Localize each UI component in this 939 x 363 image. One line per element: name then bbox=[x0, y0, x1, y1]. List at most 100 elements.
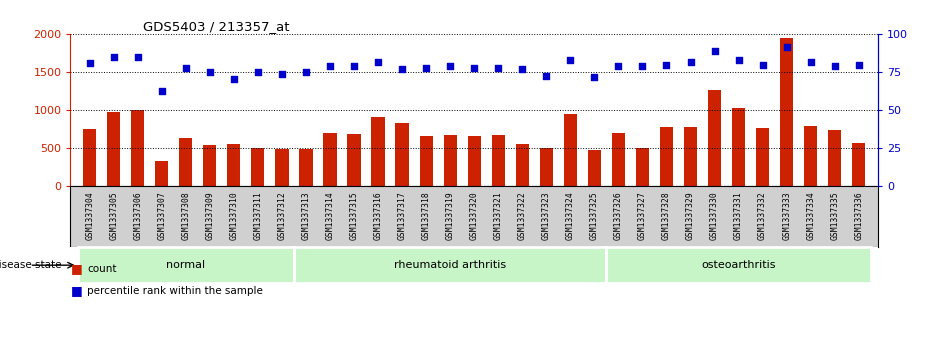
Bar bbox=[852, 143, 866, 187]
Text: rheumatoid arthritis: rheumatoid arthritis bbox=[394, 260, 506, 270]
Point bbox=[154, 88, 169, 94]
Text: percentile rank within the sample: percentile rank within the sample bbox=[87, 286, 263, 296]
Text: GSM1337321: GSM1337321 bbox=[494, 191, 502, 240]
Point bbox=[82, 61, 97, 66]
Point bbox=[731, 57, 747, 63]
Point bbox=[562, 57, 577, 63]
Bar bbox=[540, 148, 553, 187]
Bar bbox=[300, 149, 313, 187]
Bar bbox=[708, 90, 721, 187]
Text: GSM1337329: GSM1337329 bbox=[686, 191, 695, 240]
Text: GSM1337326: GSM1337326 bbox=[614, 191, 623, 240]
Bar bbox=[636, 148, 649, 187]
Text: GSM1337322: GSM1337322 bbox=[517, 191, 527, 240]
Text: GSM1337317: GSM1337317 bbox=[397, 191, 407, 240]
Point bbox=[707, 48, 722, 54]
Bar bbox=[294, 247, 607, 283]
Text: GSM1337333: GSM1337333 bbox=[782, 191, 792, 240]
Bar bbox=[78, 247, 294, 283]
Bar bbox=[107, 112, 120, 187]
Point bbox=[587, 74, 602, 80]
Point bbox=[659, 62, 674, 68]
Point bbox=[322, 64, 337, 69]
Point bbox=[779, 44, 794, 49]
Point bbox=[442, 64, 457, 69]
Text: GSM1337315: GSM1337315 bbox=[349, 191, 359, 240]
Bar bbox=[804, 126, 817, 187]
Text: GSM1337307: GSM1337307 bbox=[157, 191, 166, 240]
Text: normal: normal bbox=[166, 260, 206, 270]
Point bbox=[274, 71, 289, 77]
Text: GSM1337332: GSM1337332 bbox=[758, 191, 767, 240]
Point bbox=[394, 66, 409, 72]
Text: GSM1337324: GSM1337324 bbox=[566, 191, 575, 240]
Text: GSM1337336: GSM1337336 bbox=[854, 191, 863, 240]
Bar bbox=[275, 149, 288, 187]
Point bbox=[467, 65, 482, 71]
Point bbox=[803, 59, 818, 65]
Point bbox=[635, 64, 650, 69]
Point bbox=[515, 66, 530, 72]
Text: GSM1337314: GSM1337314 bbox=[326, 191, 334, 240]
Text: GSM1337330: GSM1337330 bbox=[710, 191, 719, 240]
Text: GDS5403 / 213357_at: GDS5403 / 213357_at bbox=[143, 20, 289, 33]
Point bbox=[539, 73, 554, 78]
Point bbox=[852, 62, 867, 68]
Bar bbox=[780, 37, 793, 187]
Text: GSM1337310: GSM1337310 bbox=[229, 191, 239, 240]
Bar bbox=[828, 130, 841, 187]
Point bbox=[827, 64, 842, 69]
Bar bbox=[443, 135, 456, 187]
Bar bbox=[607, 247, 870, 283]
Bar bbox=[612, 133, 625, 187]
Bar bbox=[203, 144, 216, 187]
Point bbox=[131, 54, 146, 60]
Text: GSM1337305: GSM1337305 bbox=[109, 191, 118, 240]
Text: GSM1337309: GSM1337309 bbox=[206, 191, 214, 240]
Bar bbox=[179, 138, 192, 187]
Text: GSM1337313: GSM1337313 bbox=[301, 191, 311, 240]
Text: GSM1337323: GSM1337323 bbox=[542, 191, 551, 240]
Bar bbox=[492, 135, 505, 187]
Text: GSM1337328: GSM1337328 bbox=[662, 191, 671, 240]
Text: GSM1337318: GSM1337318 bbox=[422, 191, 431, 240]
Text: GSM1337335: GSM1337335 bbox=[830, 191, 839, 240]
Text: ■: ■ bbox=[70, 284, 83, 297]
Point bbox=[106, 54, 121, 60]
Point bbox=[178, 65, 193, 71]
Text: GSM1337319: GSM1337319 bbox=[446, 191, 454, 240]
Bar bbox=[684, 127, 697, 187]
Text: count: count bbox=[87, 264, 116, 274]
Bar bbox=[756, 128, 769, 187]
Point bbox=[419, 65, 434, 71]
Point bbox=[299, 70, 314, 76]
Text: GSM1337331: GSM1337331 bbox=[734, 191, 743, 240]
Bar bbox=[516, 144, 529, 187]
Point bbox=[346, 64, 362, 69]
Point bbox=[611, 64, 626, 69]
Bar bbox=[660, 127, 673, 187]
Bar bbox=[468, 135, 481, 187]
Text: GSM1337320: GSM1337320 bbox=[470, 191, 479, 240]
Point bbox=[371, 59, 386, 65]
Point bbox=[226, 76, 241, 81]
Bar bbox=[227, 144, 240, 187]
Text: GSM1337311: GSM1337311 bbox=[254, 191, 262, 240]
Bar bbox=[131, 110, 145, 187]
Text: GSM1337327: GSM1337327 bbox=[638, 191, 647, 240]
Point bbox=[683, 59, 698, 65]
Bar bbox=[83, 129, 97, 187]
Text: GSM1337316: GSM1337316 bbox=[374, 191, 382, 240]
Bar bbox=[347, 134, 361, 187]
Point bbox=[202, 70, 217, 76]
Text: osteoarthritis: osteoarthritis bbox=[701, 260, 776, 270]
Bar bbox=[563, 114, 577, 187]
Bar bbox=[420, 135, 433, 187]
Text: GSM1337308: GSM1337308 bbox=[181, 191, 191, 240]
Point bbox=[491, 65, 506, 71]
Text: GSM1337312: GSM1337312 bbox=[277, 191, 286, 240]
Text: GSM1337334: GSM1337334 bbox=[807, 191, 815, 240]
Bar bbox=[588, 150, 601, 187]
Bar bbox=[323, 133, 336, 187]
Bar bbox=[732, 108, 746, 187]
